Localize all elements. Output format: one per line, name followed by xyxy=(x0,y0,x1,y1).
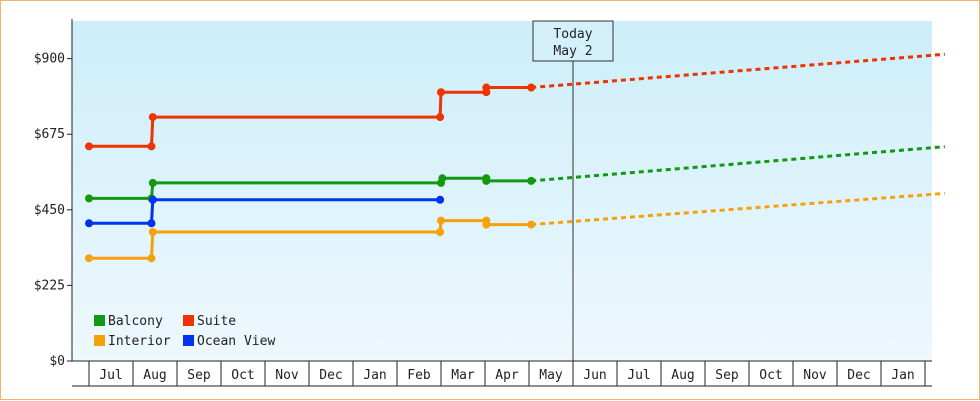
forecast-line-balcony xyxy=(531,145,945,183)
x-tick-label: Jul xyxy=(627,368,650,383)
data-point-interior[interactable] xyxy=(85,254,93,263)
data-point-suite[interactable] xyxy=(436,113,445,122)
data-point-interior[interactable] xyxy=(527,220,536,229)
data-point-interior[interactable] xyxy=(148,227,157,236)
x-tick-label: Aug xyxy=(143,368,166,383)
data-point-balcony[interactable] xyxy=(527,176,536,185)
forecast-line-suite xyxy=(531,52,945,90)
x-tick-label: Nov xyxy=(803,368,827,383)
series-lines xyxy=(85,52,945,263)
data-point-balcony[interactable] xyxy=(482,176,491,185)
x-tick-label: Sep xyxy=(187,368,211,383)
data-point-suite[interactable] xyxy=(527,83,536,92)
legend-label-balcony: Balcony xyxy=(108,314,163,329)
data-point-interior[interactable] xyxy=(437,216,445,225)
data-point-ocean-view[interactable] xyxy=(85,219,93,228)
data-point-interior[interactable] xyxy=(147,254,156,263)
y-tick-label: $450 xyxy=(34,203,65,218)
legend-swatch-suite xyxy=(183,315,194,326)
x-tick-label: Jan xyxy=(891,368,914,383)
data-point-ocean-view[interactable] xyxy=(436,195,445,204)
series-line-ocean-view xyxy=(89,198,441,225)
x-tick-label: Dec xyxy=(319,368,342,383)
today-marker: Today May 2 xyxy=(532,20,614,361)
data-point-suite[interactable] xyxy=(85,142,93,151)
forecast-line-interior xyxy=(531,191,945,227)
data-point-suite[interactable] xyxy=(437,88,445,97)
data-point-ocean-view[interactable] xyxy=(147,219,156,228)
x-tick-label: Dec xyxy=(847,368,870,383)
legend-swatch-balcony xyxy=(94,315,105,326)
legend-label-ocean-view: Ocean View xyxy=(197,334,275,349)
y-tick-label: $900 xyxy=(34,52,65,67)
x-tick-label: Feb xyxy=(407,368,431,383)
x-tick-label: Jun xyxy=(583,368,606,383)
legend-label-interior: Interior xyxy=(108,334,171,349)
y-tick-label: $225 xyxy=(34,278,65,293)
today-label: Today xyxy=(553,27,592,42)
data-point-balcony[interactable] xyxy=(85,194,93,203)
legend-swatch-interior xyxy=(94,335,105,346)
legend-label-suite: Suite xyxy=(197,314,236,329)
legend-swatch-ocean-view xyxy=(183,335,194,346)
x-tick-label: Nov xyxy=(275,368,299,383)
y-tick-label: $0 xyxy=(49,354,65,369)
data-point-balcony[interactable] xyxy=(438,174,447,183)
y-tick-label: $675 xyxy=(34,127,65,142)
x-tick-label: Oct xyxy=(759,368,782,383)
data-point-suite[interactable] xyxy=(482,83,491,92)
x-tick-label: Oct xyxy=(231,368,254,383)
today-date: May 2 xyxy=(553,44,592,59)
x-tick-label: Jan xyxy=(363,368,386,383)
data-point-suite[interactable] xyxy=(147,142,156,151)
x-tick-label: May xyxy=(539,368,563,383)
data-point-balcony[interactable] xyxy=(148,178,157,187)
data-point-ocean-view[interactable] xyxy=(148,195,157,204)
x-tick-label: Mar xyxy=(451,368,475,383)
today-box xyxy=(532,20,614,62)
x-tick-label: Aug xyxy=(671,368,694,383)
x-tick-label: Sep xyxy=(715,368,739,383)
x-tick-label: Jul xyxy=(99,368,122,383)
data-point-interior[interactable] xyxy=(482,220,491,229)
x-tick-label: Apr xyxy=(495,368,519,383)
axes: $0 $225 $450 $675 $900 Jul Aug Sep Oct Nov Dec Jan F… xyxy=(34,19,932,387)
legend: Balcony Suite Interior Ocean View xyxy=(94,314,275,349)
data-point-suite[interactable] xyxy=(148,113,157,122)
plot-background xyxy=(72,21,932,361)
data-point-interior[interactable] xyxy=(436,227,445,236)
